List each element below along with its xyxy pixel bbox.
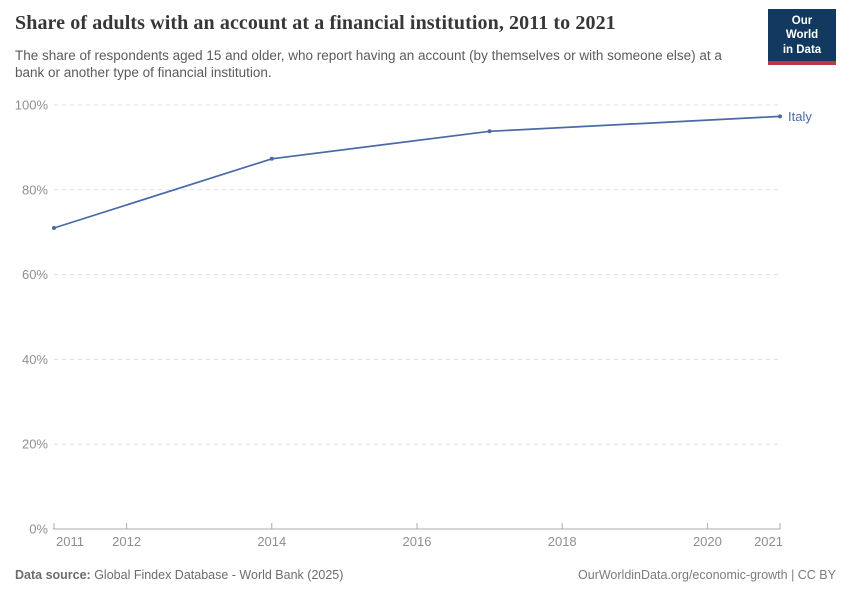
data-point-marker xyxy=(487,129,492,134)
x-axis-tick-label: 2012 xyxy=(112,534,141,549)
data-point-marker xyxy=(778,114,782,119)
y-axis-tick-label: 80% xyxy=(22,182,48,197)
x-axis-tick-label: 2016 xyxy=(403,534,432,549)
x-axis-tick-label: 2014 xyxy=(257,534,286,549)
data-point-marker xyxy=(269,156,274,161)
data-source-text: Global Findex Database - World Bank (202… xyxy=(90,568,344,582)
y-axis-tick-label: 100% xyxy=(15,98,49,113)
chart-subtitle: The share of respondents aged 15 and old… xyxy=(15,48,722,81)
data-point-marker xyxy=(52,226,56,230)
attribution-link[interactable]: OurWorldinData.org/economic-growth | CC … xyxy=(578,568,836,582)
x-axis-tick-label: 2011 xyxy=(56,534,84,549)
data-source: Data source: Global Findex Database - Wo… xyxy=(15,568,343,582)
x-axis-tick-label: 2021 xyxy=(754,534,783,549)
y-axis-tick-label: 20% xyxy=(22,437,48,452)
owid-logo[interactable]: Our World in Data xyxy=(768,9,836,66)
data-source-label: Data source: xyxy=(15,568,91,582)
series-line-italy xyxy=(53,115,781,229)
logo-line1: Our World xyxy=(785,15,819,42)
line-chart: 0% 20% 40% 60% 80% 100% 2011 2012 2014 2016 2018 20… xyxy=(15,98,813,550)
x-axis-tick-label: 2020 xyxy=(693,534,722,549)
x-axis-tick-label: 2018 xyxy=(548,534,577,549)
series-end-label: Italy xyxy=(788,109,812,124)
chart-footer: Data source: Global Findex Database - Wo… xyxy=(15,568,836,582)
logo-line2: in Data xyxy=(782,43,822,56)
y-axis-tick-label: 40% xyxy=(22,352,48,367)
y-axis-tick-label: 60% xyxy=(22,267,48,282)
y-axis-tick-label: 0% xyxy=(29,522,48,537)
page-title: Share of adults with an account at a fin… xyxy=(15,12,616,34)
